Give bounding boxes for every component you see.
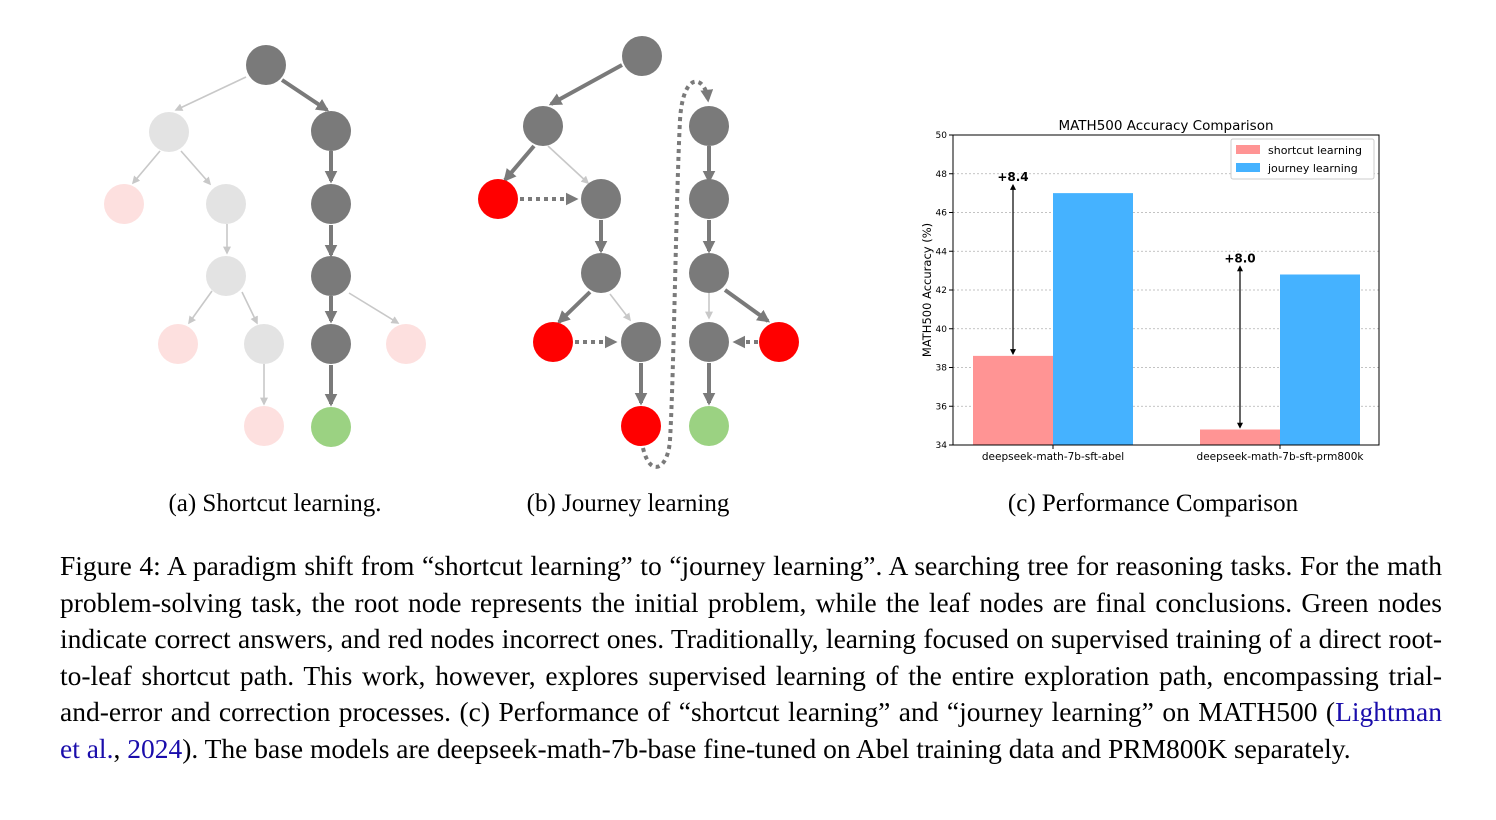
tree-a-faded-wrong-leaf bbox=[244, 406, 284, 446]
tree-b-wrong-leaf bbox=[533, 322, 573, 362]
citation-author: Lightman et al. bbox=[60, 696, 1442, 764]
subfigure-c-label: (c) Performance Comparison bbox=[1008, 490, 1299, 517]
chart-x-axis: deepseek-math-7b-sft-abel deepseek-math-7… bbox=[982, 445, 1364, 463]
citation-link[interactable]: Lightman et al., 2024 bbox=[60, 696, 1442, 764]
tree-a-path-node bbox=[311, 324, 351, 364]
tree-b-wrong-leaf bbox=[759, 322, 799, 362]
journey-learning-tree bbox=[478, 36, 799, 469]
subfigure-b-label: (b) Journey learning bbox=[527, 490, 730, 517]
tree-a-path-node bbox=[311, 111, 351, 151]
tree-b-node bbox=[581, 253, 621, 293]
tree-b-wrong-leaf bbox=[478, 179, 518, 219]
tree-b-node bbox=[689, 179, 729, 219]
y-tick-label: 46 bbox=[936, 209, 948, 219]
tree-a-faded-node bbox=[149, 112, 189, 152]
citation-year: 2024 bbox=[127, 732, 183, 764]
bar-journey-learning bbox=[1053, 193, 1133, 445]
tree-a-faded-wrong-leaf bbox=[386, 324, 426, 364]
y-tick-label: 40 bbox=[936, 325, 948, 335]
subfigure-a-label: (a) Shortcut learning. bbox=[168, 490, 381, 517]
tree-a-path-node bbox=[311, 184, 351, 224]
tree-a-root-node bbox=[246, 45, 286, 85]
improvement-label: +8.4 bbox=[997, 170, 1028, 184]
citation-separator: , bbox=[113, 732, 128, 764]
y-tick-label: 34 bbox=[936, 441, 948, 451]
shortcut-learning-tree bbox=[104, 45, 426, 447]
tree-b-node bbox=[689, 322, 729, 362]
x-tick-label: deepseek-math-7b-sft-abel bbox=[982, 451, 1124, 463]
caption-text: Figure 4: A paradigm shift from “shortcu… bbox=[60, 550, 1442, 727]
tree-a-faded-wrong-leaf bbox=[158, 324, 198, 364]
y-tick-label: 42 bbox=[936, 286, 947, 296]
chart-bars bbox=[973, 193, 1360, 445]
legend-swatch bbox=[1236, 163, 1260, 172]
tree-b-node bbox=[689, 253, 729, 293]
y-tick-label: 50 bbox=[936, 131, 948, 141]
chart-legend: shortcut learning journey learning bbox=[1230, 138, 1375, 180]
tree-b-node bbox=[581, 179, 621, 219]
bar-shortcut-learning bbox=[1200, 429, 1280, 445]
tree-b-correct-leaf bbox=[689, 406, 729, 446]
tree-a-faded-node bbox=[206, 256, 246, 296]
tree-a-path-node bbox=[311, 256, 351, 296]
legend-swatch bbox=[1236, 145, 1260, 154]
chart-annotations: +8.4 +8.0 bbox=[997, 170, 1256, 429]
y-tick-label: 36 bbox=[936, 402, 948, 412]
chart-y-axis: 34 36 38 40 42 44 46 48 50 bbox=[936, 131, 953, 451]
tree-a-faded-wrong-leaf bbox=[104, 184, 144, 224]
tree-b-node bbox=[523, 106, 563, 146]
y-tick-label: 48 bbox=[936, 170, 948, 180]
x-tick-label: deepseek-math-7b-sft-prm800k bbox=[1197, 451, 1365, 463]
legend-label: journey learning bbox=[1267, 162, 1358, 175]
y-tick-label: 44 bbox=[936, 247, 948, 257]
chart-y-axis-label: MATH500 Accuracy (%) bbox=[920, 223, 934, 357]
chart-title: MATH500 Accuracy Comparison bbox=[1058, 118, 1273, 134]
y-tick-label: 38 bbox=[936, 364, 948, 374]
caption-text-end: ). The base models are deepseek-math-7b-… bbox=[182, 732, 1351, 764]
bar-shortcut-learning bbox=[973, 355, 1053, 445]
legend-label: shortcut learning bbox=[1268, 144, 1362, 157]
accuracy-bar-chart: +8.4 +8.0 34 36 38 40 42 44 46 48 50 deepseek-mat… bbox=[920, 118, 1380, 463]
tree-b-node bbox=[689, 106, 729, 146]
tree-b-root-node bbox=[622, 36, 662, 76]
figure-caption: Figure 4: A paradigm shift from “shortcu… bbox=[60, 548, 1442, 767]
tree-b-node bbox=[621, 322, 661, 362]
tree-b-wrong-leaf bbox=[621, 406, 661, 446]
bar-journey-learning bbox=[1280, 274, 1360, 445]
tree-a-faded-node bbox=[206, 184, 246, 224]
tree-a-faded-node bbox=[244, 324, 284, 364]
tree-a-correct-leaf bbox=[311, 407, 351, 447]
improvement-label: +8.0 bbox=[1224, 252, 1255, 266]
